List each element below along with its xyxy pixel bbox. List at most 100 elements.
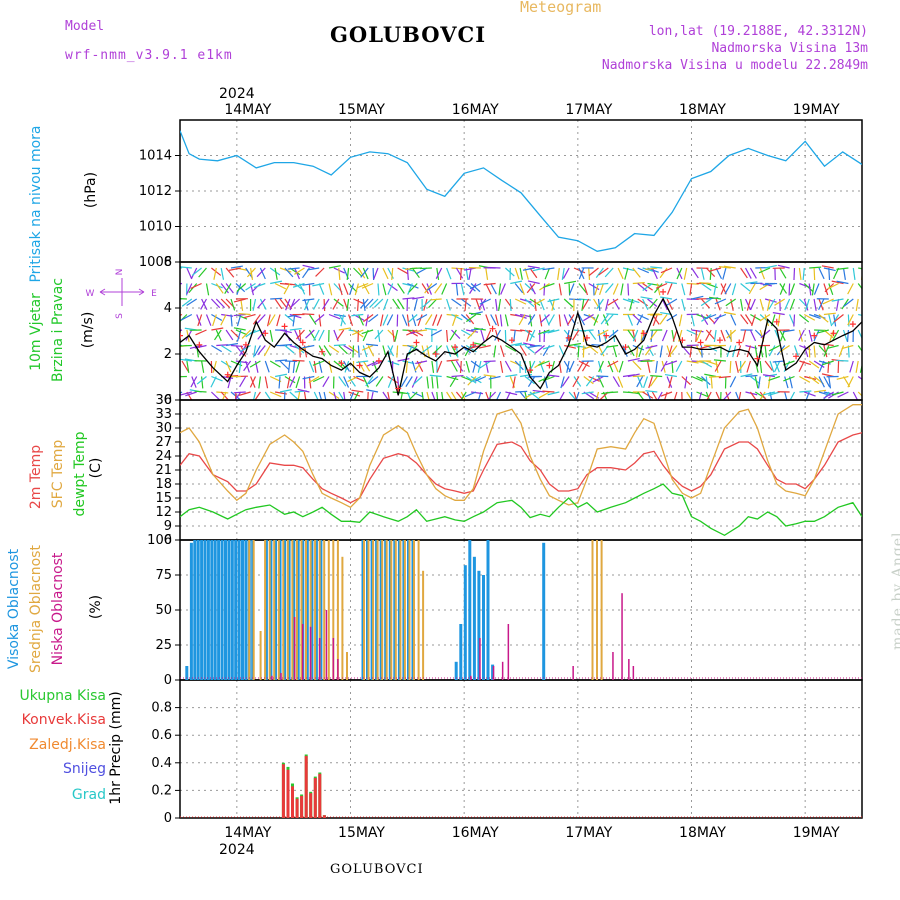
wind-arrow xyxy=(640,296,653,300)
wind-arrow xyxy=(495,391,502,400)
wind-arrow xyxy=(675,360,683,372)
wind-arrow xyxy=(542,267,555,271)
y-tick-label: 27 xyxy=(155,435,172,450)
wind-arrow xyxy=(529,360,532,373)
wind-arrow xyxy=(431,376,434,389)
wind-gust-marker xyxy=(356,362,363,369)
wind-label-2: Brzina i Pravac xyxy=(50,278,66,382)
wind-arrow xyxy=(292,360,296,373)
wind-arrow xyxy=(258,376,261,389)
wind-arrow xyxy=(366,389,379,393)
wind-arrow xyxy=(673,391,678,400)
wind-arrow xyxy=(766,298,771,311)
wind-arrow xyxy=(451,329,461,339)
wind-arrow xyxy=(722,267,727,280)
wind-arrow xyxy=(225,329,234,341)
wind-arrow xyxy=(215,283,224,294)
wind-arrow xyxy=(313,360,317,373)
wind-arrow xyxy=(738,360,747,372)
wind-arrow xyxy=(660,360,668,372)
wind-arrow xyxy=(292,282,305,288)
bar xyxy=(224,540,227,680)
wind-arrow xyxy=(699,344,712,350)
wind-arrow xyxy=(468,267,472,280)
bar xyxy=(278,540,282,680)
wind-arrow xyxy=(598,360,604,373)
wind-arrow xyxy=(485,329,492,342)
wind-gust-markers xyxy=(180,288,856,392)
wind-arrow xyxy=(836,280,849,285)
y-tick-label: 4 xyxy=(164,301,172,316)
wind-arrow xyxy=(510,280,523,285)
wind-arrow xyxy=(762,374,775,378)
wind-gust-marker xyxy=(527,367,534,374)
wind-arrow xyxy=(284,267,294,278)
wind-arrow xyxy=(527,265,540,269)
wind-arrow xyxy=(818,360,825,373)
wind-arrow xyxy=(274,298,283,310)
bar xyxy=(296,540,300,680)
wind-arrow xyxy=(808,283,812,296)
wind-arrow xyxy=(852,267,856,280)
bar xyxy=(367,540,370,680)
wind-arrow xyxy=(228,267,241,271)
wind-arrow xyxy=(287,267,300,270)
wind-arrow xyxy=(210,376,217,388)
bar xyxy=(486,540,490,680)
y-tick-label: 50 xyxy=(155,603,172,618)
wind-arrow xyxy=(678,314,683,327)
bar xyxy=(542,542,546,680)
bar xyxy=(248,540,251,680)
wind-arrow xyxy=(382,298,389,311)
wind-gust-marker xyxy=(640,330,647,337)
wind-arrow xyxy=(461,329,473,337)
wind-arrow xyxy=(543,283,546,296)
wind-arrow xyxy=(493,345,497,358)
wind-arrow xyxy=(583,376,594,385)
bar xyxy=(394,540,397,680)
wind-arrow xyxy=(360,267,369,278)
wind-arrow xyxy=(499,314,503,327)
wind-arrow xyxy=(245,360,250,373)
wind-arrow xyxy=(211,313,223,321)
y-tick-label: 0.6 xyxy=(151,728,172,743)
wind-arrow xyxy=(595,267,604,279)
wind-arrow xyxy=(627,329,636,341)
wind-arrow xyxy=(382,267,389,280)
wind-arrow xyxy=(312,375,325,383)
wind-arrow xyxy=(764,264,777,269)
wind-arrow xyxy=(740,314,749,325)
wind-arrow xyxy=(757,376,761,389)
wind-arrow xyxy=(582,298,590,310)
wind-arrow xyxy=(181,298,193,307)
wind-arrow xyxy=(455,267,464,279)
wind-arrow xyxy=(432,345,443,355)
wind-arrow xyxy=(270,280,283,285)
wind-arrow xyxy=(547,298,560,303)
wind-arrow xyxy=(361,282,374,289)
wind-arrow xyxy=(608,329,619,339)
wind-arrow xyxy=(464,298,467,311)
wind-arrow xyxy=(186,298,198,307)
wind-arrow xyxy=(375,376,384,387)
wind-arrow xyxy=(759,345,764,358)
wind-arrow xyxy=(225,360,232,373)
wind-arrow xyxy=(768,344,781,352)
bar xyxy=(300,540,303,680)
wind-arrow xyxy=(759,298,764,311)
wind-arrow xyxy=(515,390,528,393)
wind-arrow xyxy=(676,267,683,280)
wind-arrow xyxy=(397,267,409,275)
bar xyxy=(318,540,321,680)
bar xyxy=(413,540,415,680)
wind-gust-marker xyxy=(281,323,288,330)
temp-label-dew: dewpt Temp xyxy=(72,431,88,516)
panel-grid xyxy=(180,680,862,818)
wind-arrow xyxy=(428,298,438,309)
wind-gust-marker xyxy=(849,321,856,328)
wind-arrow xyxy=(632,360,642,371)
wind-arrow xyxy=(524,283,535,293)
wind-arrow xyxy=(477,360,482,373)
wind-arrow xyxy=(648,376,653,389)
wind-arrow xyxy=(212,314,217,327)
